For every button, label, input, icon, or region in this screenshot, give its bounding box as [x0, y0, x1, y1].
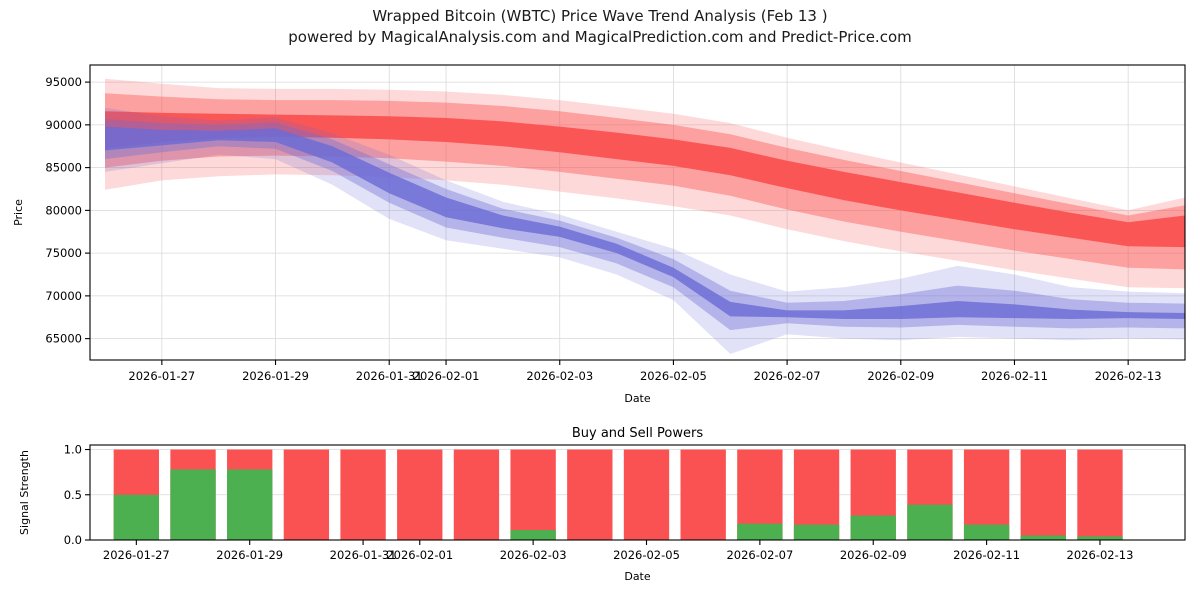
price-xtick-label: 2026-02-07	[754, 369, 821, 383]
price-ytick-label: 95000	[45, 75, 82, 89]
price-xtick-label: 2026-02-03	[526, 369, 593, 383]
powers-xtick-label: 2026-02-07	[726, 548, 793, 562]
price-ytick-label: 75000	[45, 246, 82, 260]
powers-bar-sell	[453, 449, 500, 540]
price-xtick-label: 2026-01-31	[356, 369, 423, 383]
powers-bar-buy	[737, 523, 783, 540]
powers-title: Buy and Sell Powers	[572, 426, 703, 441]
powers-bar-sell	[567, 449, 613, 540]
powers-bar-sell	[1077, 449, 1123, 540]
powers-xtick-label: 2026-02-03	[500, 548, 567, 562]
powers-bar-sell	[510, 449, 556, 540]
powers-xtick-label: 2026-02-05	[613, 548, 680, 562]
powers-ylabel: Signal Strength	[18, 450, 31, 535]
powers-bar-buy	[907, 504, 953, 540]
page-subtitle: powered by MagicalAnalysis.com and Magic…	[288, 28, 912, 46]
page-title: Wrapped Bitcoin (WBTC) Price Wave Trend …	[372, 7, 828, 25]
powers-xtick-label: 2026-01-29	[216, 548, 283, 562]
powers-axes-frame	[89, 444, 1186, 541]
price-ytick-label: 65000	[45, 332, 82, 346]
price-xlabel: Date	[624, 392, 651, 405]
title-block: Wrapped Bitcoin (WBTC) Price Wave Trend …	[0, 6, 1200, 48]
powers-xtick-label: 2026-01-27	[103, 548, 170, 562]
powers-xlabel: Date	[624, 570, 651, 583]
price-xtick-label: 2026-01-27	[128, 369, 195, 383]
powers-ytick-label: 0.5	[64, 488, 82, 502]
powers-bar-sell	[680, 449, 726, 540]
price-band-red-core	[105, 111, 1185, 248]
powers-bar-buy	[510, 530, 556, 540]
powers-xtick-label: 2026-02-13	[1067, 548, 1134, 562]
powers-bar-buy	[227, 469, 273, 540]
powers-xtick-label: 2026-01-31	[330, 548, 397, 562]
price-ylabel: Price	[12, 199, 25, 226]
powers-xtick-label: 2026-02-11	[953, 548, 1020, 562]
powers-xtick-label: 2026-02-01	[386, 548, 453, 562]
price-xtick-label: 2026-02-09	[867, 369, 934, 383]
powers-bar-buy	[170, 469, 216, 540]
powers-bar-buy	[1077, 536, 1123, 540]
price-ytick-label: 90000	[45, 118, 82, 132]
powers-bar-sell	[1020, 449, 1066, 540]
price-xtick-label: 2026-02-01	[413, 369, 480, 383]
price-band-blue-core	[105, 126, 1185, 319]
price-ytick-label: 70000	[45, 289, 82, 303]
powers-bar-buy	[1020, 535, 1066, 540]
powers-bar-buy	[963, 524, 1010, 540]
price-xtick-label: 2026-02-05	[640, 369, 707, 383]
price-xtick-label: 2026-02-11	[981, 369, 1048, 383]
powers-bar-sell	[397, 449, 443, 540]
powers-ytick-label: 1.0	[64, 443, 82, 457]
powers-bar-buy	[793, 524, 840, 540]
powers-xtick-label: 2026-02-09	[840, 548, 907, 562]
price-axes-frame	[89, 64, 1186, 361]
powers-bar-sell	[340, 449, 386, 540]
powers-bar-buy	[113, 494, 160, 540]
powers-bar-sell	[283, 449, 330, 540]
price-xtick-label: 2026-02-13	[1095, 369, 1162, 383]
powers-bar-sell	[623, 449, 670, 540]
powers-ytick-label: 0.0	[64, 533, 82, 547]
powers-bar-buy	[850, 515, 896, 540]
price-ytick-label: 80000	[45, 203, 82, 217]
price-xtick-label: 2026-01-29	[242, 369, 309, 383]
price-ytick-label: 85000	[45, 161, 82, 175]
